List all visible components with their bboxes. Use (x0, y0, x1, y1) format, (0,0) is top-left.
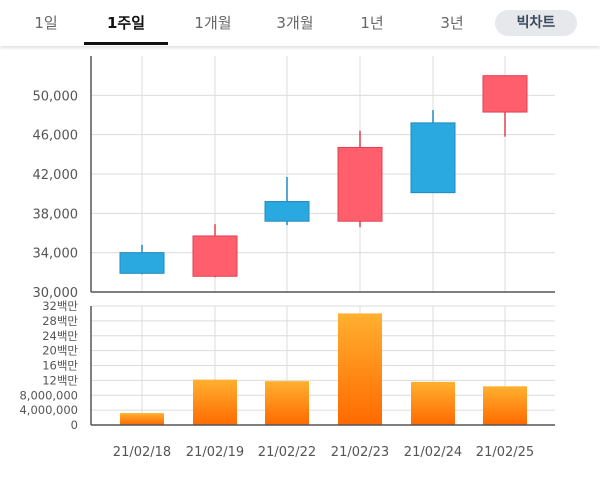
volume-tick-label: 20백만 (42, 344, 78, 358)
date-tick-label: 21/02/23 (331, 445, 389, 460)
tab-3-years[interactable]: 3년 (440, 14, 464, 32)
stock-chart: 30,000 34,000 38,000 42,000 46,000 50,000 04,… (19, 56, 555, 460)
volume-tick-label: 28백만 (42, 314, 78, 328)
volume-bar (483, 386, 527, 425)
price-tick-label: 50,000 (33, 89, 79, 104)
price-tick-label: 42,000 (33, 168, 79, 183)
volume-bar (120, 413, 164, 425)
date-tick-label: 21/02/19 (186, 445, 244, 460)
price-tick-label: 34,000 (33, 247, 79, 262)
date-tick-label: 21/02/18 (113, 445, 171, 460)
tab-3-months[interactable]: 3개월 (276, 14, 314, 32)
price-axis-ticks: 30,000 34,000 38,000 42,000 46,000 50,000 (33, 89, 79, 301)
volume-tick-label: 0 (71, 418, 78, 432)
chart-axes (90, 56, 555, 426)
candle-body (337, 146, 383, 222)
price-tick-label: 46,000 (33, 129, 79, 144)
tab-1-week[interactable]: 1주일 (106, 14, 146, 32)
tab-1-year[interactable]: 1년 (360, 14, 384, 32)
volume-bar (193, 379, 237, 425)
date-tick-label: 21/02/24 (404, 445, 462, 460)
volume-tick-label: 12백만 (42, 373, 78, 387)
volume-axis-ticks: 04,000,0008,000,00012백만16백만20백만24백만28백만3… (19, 299, 78, 432)
volume-bar (265, 381, 309, 425)
volume-tick-label: 32백만 (42, 299, 78, 313)
volume-bar (411, 381, 455, 425)
date-tick-label: 21/02/25 (476, 445, 534, 460)
price-tick-label: 30,000 (33, 286, 79, 301)
volume-tick-label: 24백만 (42, 329, 78, 343)
active-tab-indicator (84, 42, 168, 45)
volume-bars (120, 313, 527, 425)
tab-1-month[interactable]: 1개월 (194, 14, 232, 32)
big-chart-button[interactable]: 빅차트 (495, 10, 577, 36)
price-tick-label: 38,000 (33, 207, 79, 222)
candle-body (264, 201, 310, 222)
volume-tick-label: 16백만 (42, 359, 78, 373)
candle-body (482, 75, 528, 113)
volume-bar (338, 313, 382, 425)
volume-tick-label: 4,000,000 (19, 403, 78, 417)
candle-body (119, 252, 165, 274)
date-axis-ticks: 21/02/18 21/02/19 21/02/22 21/02/23 21/02/24… (113, 445, 534, 460)
price-candles (119, 75, 528, 278)
tab-1-day[interactable]: 1일 (34, 14, 58, 32)
candle-body (192, 235, 238, 277)
candle-body (410, 122, 456, 194)
date-tick-label: 21/02/22 (258, 445, 316, 460)
period-tab-bar: 1일 1주일 1개월 3개월 1년 3년 빅차트 (0, 0, 600, 46)
volume-tick-label: 8,000,000 (19, 388, 78, 402)
